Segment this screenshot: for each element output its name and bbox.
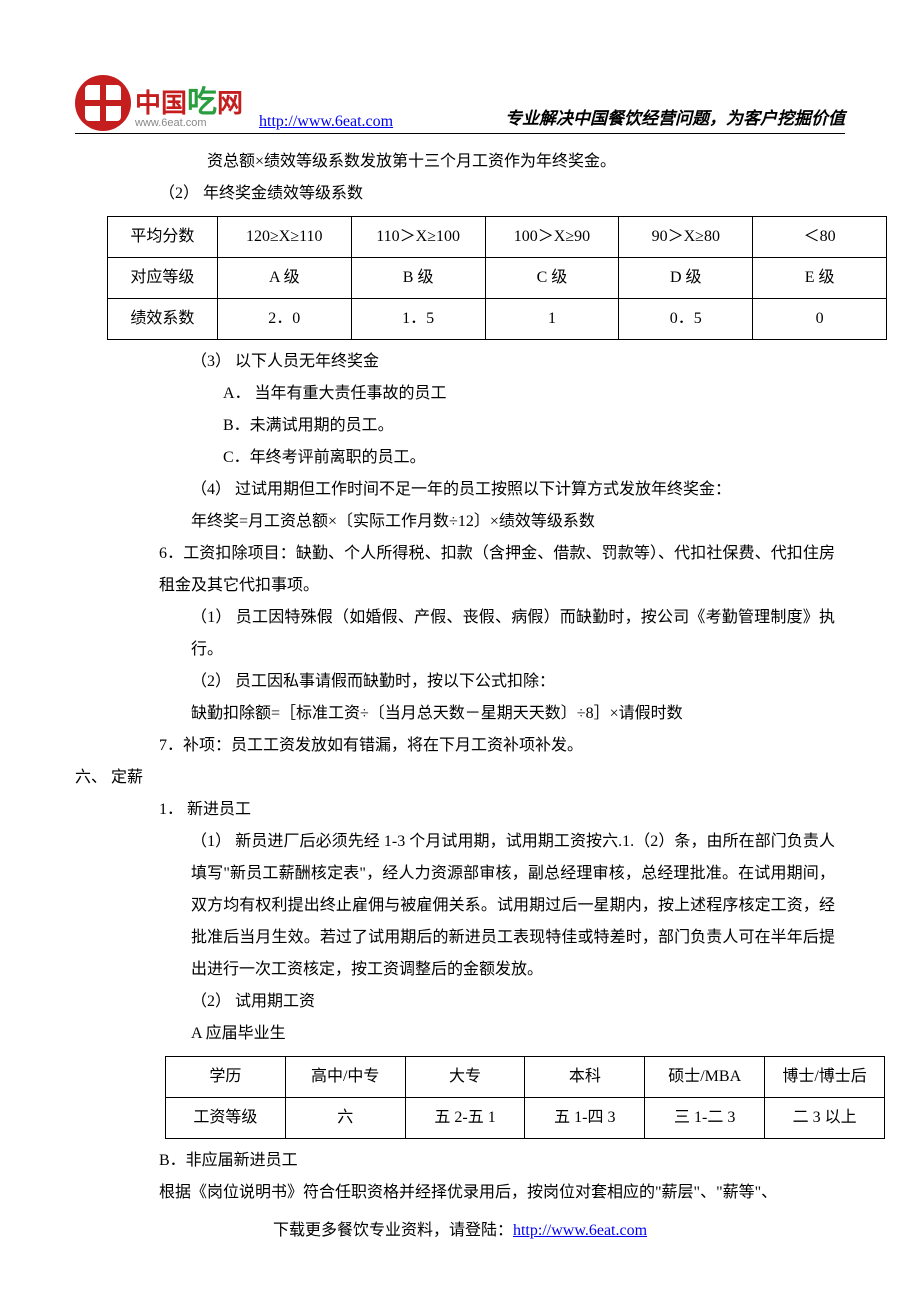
table-cell: C 级 bbox=[485, 258, 619, 299]
table-cell: 0．5 bbox=[619, 299, 753, 340]
bonus-grade-table: 平均分数 120≥X≥110 110＞X≥100 100＞X≥90 90＞X≥8… bbox=[107, 216, 887, 340]
text-line: （1） 员工因特殊假（如婚假、产假、丧假、病假）而缺勤时，按公司《考勤管理制度》… bbox=[75, 602, 845, 666]
table-cell: D 级 bbox=[619, 258, 753, 299]
text-line: （2） 试用期工资 bbox=[75, 986, 845, 1018]
table-cell: 三 1-二 3 bbox=[645, 1098, 765, 1139]
table-row: 对应等级 A 级 B 级 C 级 D 级 E 级 bbox=[108, 258, 887, 299]
text-line: 资总额×绩效等级系数发放第十三个月工资作为年终奖金。 bbox=[75, 146, 845, 178]
text-line: 1． 新进员工 bbox=[75, 794, 845, 826]
table-cell: 大专 bbox=[405, 1057, 525, 1098]
logo-icon bbox=[75, 75, 131, 131]
table-row: 工资等级 六 五 2-五 1 五 1-四 3 三 1-二 3 二 3 以上 bbox=[166, 1098, 885, 1139]
text-line: 根据《岗位说明书》符合任职资格并经择优录用后，按岗位对套相应的"薪层"、"薪等"… bbox=[75, 1177, 845, 1209]
logo-url: www.6eat.com bbox=[135, 117, 243, 129]
logo-text: 中国 吃 网 www.6eat.com bbox=[135, 77, 243, 129]
text-line: 7．补项：员工工资发放如有错漏，将在下月工资补项补发。 bbox=[75, 730, 845, 762]
text-line: A． 当年有重大责任事故的员工 bbox=[75, 378, 845, 410]
table-cell: 六 bbox=[285, 1098, 405, 1139]
salary-grade-table: 学历 高中/中专 大专 本科 硕士/MBA 博士/博士后 工资等级 六 五 2-… bbox=[165, 1056, 885, 1139]
table-cell: 110＞X≥100 bbox=[351, 217, 485, 258]
text-line: 缺勤扣除额=［标准工资÷〔当月总天数－星期天天数〕÷8］×请假时数 bbox=[75, 698, 845, 730]
table-cell: A 级 bbox=[217, 258, 351, 299]
table-cell: 1．5 bbox=[351, 299, 485, 340]
logo-cn-1: 中国 bbox=[135, 83, 187, 120]
text-line: A 应届毕业生 bbox=[75, 1018, 845, 1050]
text-line: 6．工资扣除项目：缺勤、个人所得税、扣款（含押金、借款、罚款等）、代扣社保费、代… bbox=[75, 538, 845, 602]
footer-link[interactable]: http://www.6eat.com bbox=[513, 1222, 647, 1239]
header-slogan: 专业解决中国餐饮经营问题，为客户挖掘价值 bbox=[505, 104, 845, 131]
text-line: B．未满试用期的员工。 bbox=[75, 410, 845, 442]
table-cell: 工资等级 bbox=[166, 1098, 286, 1139]
footer-text: 下载更多餐饮专业资料，请登陆： bbox=[273, 1222, 513, 1239]
table-cell: ＜80 bbox=[753, 217, 887, 258]
table-cell: 硕士/MBA bbox=[645, 1057, 765, 1098]
table-cell: 博士/博士后 bbox=[765, 1057, 885, 1098]
table-cell: 100＞X≥90 bbox=[485, 217, 619, 258]
table-cell: 高中/中专 bbox=[285, 1057, 405, 1098]
table-cell: 0 bbox=[753, 299, 887, 340]
table-cell: 学历 bbox=[166, 1057, 286, 1098]
header-link[interactable]: http://www.6eat.com bbox=[259, 113, 393, 131]
table-row: 绩效系数 2．0 1．5 1 0．5 0 bbox=[108, 299, 887, 340]
text-line: （2） 年终奖金绩效等级系数 bbox=[75, 178, 845, 210]
logo: 中国 吃 网 www.6eat.com bbox=[75, 75, 243, 131]
text-line: （4） 过试用期但工作时间不足一年的员工按照以下计算方式发放年终奖金： bbox=[75, 474, 845, 506]
table-cell: 1 bbox=[485, 299, 619, 340]
page-footer: 下载更多餐饮专业资料，请登陆：http://www.6eat.com bbox=[0, 1216, 920, 1240]
text-line: （2） 员工因私事请假而缺勤时，按以下公式扣除： bbox=[75, 666, 845, 698]
table-row: 学历 高中/中专 大专 本科 硕士/MBA 博士/博士后 bbox=[166, 1057, 885, 1098]
table-cell: 对应等级 bbox=[108, 258, 218, 299]
table-row: 平均分数 120≥X≥110 110＞X≥100 100＞X≥90 90＞X≥8… bbox=[108, 217, 887, 258]
text-line: C．年终考评前离职的员工。 bbox=[75, 442, 845, 474]
table-cell: 90＞X≥80 bbox=[619, 217, 753, 258]
table-cell: 五 2-五 1 bbox=[405, 1098, 525, 1139]
table-cell: 平均分数 bbox=[108, 217, 218, 258]
text-line: （1） 新员进厂后必须先经 1-3 个月试用期，试用期工资按六.1.（2）条，由… bbox=[75, 826, 845, 986]
table-cell: 五 1-四 3 bbox=[525, 1098, 645, 1139]
document-body: 资总额×绩效等级系数发放第十三个月工资作为年终奖金。 （2） 年终奖金绩效等级系… bbox=[75, 146, 845, 1209]
table-cell: 二 3 以上 bbox=[765, 1098, 885, 1139]
table-cell: 本科 bbox=[525, 1057, 645, 1098]
text-line: B．非应届新进员工 bbox=[75, 1145, 845, 1177]
table-cell: 2．0 bbox=[217, 299, 351, 340]
text-line: 年终奖=月工资总额×〔实际工作月数÷12〕×绩效等级系数 bbox=[75, 506, 845, 538]
section-heading: 六、 定薪 bbox=[75, 762, 845, 794]
table-cell: E 级 bbox=[753, 258, 887, 299]
logo-cn-2: 吃 bbox=[187, 77, 217, 121]
table-cell: B 级 bbox=[351, 258, 485, 299]
logo-cn-3: 网 bbox=[217, 83, 243, 120]
page-header: 中国 吃 网 www.6eat.com http://www.6eat.com … bbox=[75, 75, 845, 134]
text-line: （3） 以下人员无年终奖金 bbox=[75, 346, 845, 378]
table-cell: 120≥X≥110 bbox=[217, 217, 351, 258]
table-cell: 绩效系数 bbox=[108, 299, 218, 340]
